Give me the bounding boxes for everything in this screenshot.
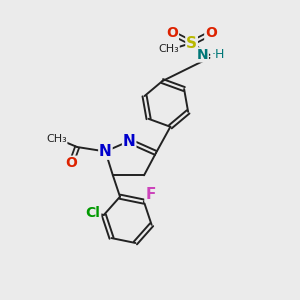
Text: CH₃: CH₃ xyxy=(46,134,67,144)
Text: CH₃: CH₃ xyxy=(158,44,179,54)
Text: N: N xyxy=(123,134,136,148)
Text: N: N xyxy=(196,48,208,62)
Text: O: O xyxy=(65,156,77,170)
Text: N: N xyxy=(99,144,112,159)
Text: O: O xyxy=(167,26,178,40)
Text: F: F xyxy=(145,187,155,202)
Text: O: O xyxy=(205,26,217,40)
Text: S: S xyxy=(186,35,197,50)
Text: Cl: Cl xyxy=(85,206,100,220)
Text: ·H: ·H xyxy=(212,48,225,62)
